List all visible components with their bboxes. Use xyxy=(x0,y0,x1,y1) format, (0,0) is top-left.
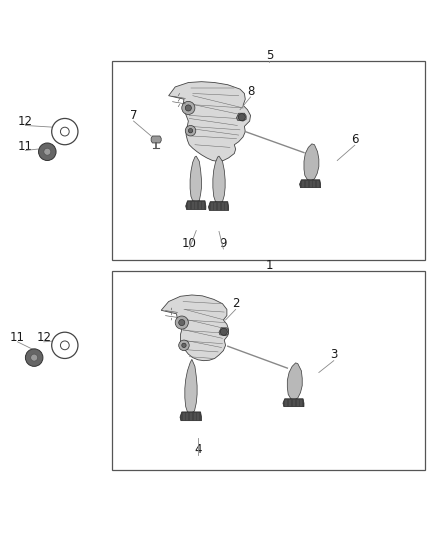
Text: 4: 4 xyxy=(194,442,202,456)
Polygon shape xyxy=(169,82,251,161)
Text: 10: 10 xyxy=(182,237,197,250)
Polygon shape xyxy=(161,295,229,361)
Circle shape xyxy=(179,319,185,326)
Circle shape xyxy=(60,127,69,136)
Polygon shape xyxy=(213,156,225,203)
Circle shape xyxy=(179,340,189,351)
Polygon shape xyxy=(180,412,201,421)
Text: 5: 5 xyxy=(266,49,273,62)
Text: 7: 7 xyxy=(130,109,138,122)
Text: 3: 3 xyxy=(330,349,337,361)
Text: 11: 11 xyxy=(18,140,33,152)
Polygon shape xyxy=(186,201,206,209)
Polygon shape xyxy=(190,156,201,201)
Circle shape xyxy=(31,354,38,361)
Circle shape xyxy=(185,125,196,136)
Polygon shape xyxy=(300,180,321,188)
Circle shape xyxy=(175,316,188,329)
Text: 6: 6 xyxy=(351,133,359,146)
Text: 1: 1 xyxy=(265,259,273,272)
Circle shape xyxy=(52,332,78,359)
Polygon shape xyxy=(185,359,197,413)
Text: 12: 12 xyxy=(18,115,33,127)
Polygon shape xyxy=(208,201,229,211)
Polygon shape xyxy=(237,113,246,121)
Circle shape xyxy=(39,143,56,160)
Circle shape xyxy=(182,343,186,348)
Circle shape xyxy=(188,128,193,133)
Polygon shape xyxy=(151,136,161,143)
Polygon shape xyxy=(287,363,302,400)
Circle shape xyxy=(60,341,69,350)
Circle shape xyxy=(238,114,245,120)
Circle shape xyxy=(220,328,227,335)
Polygon shape xyxy=(219,328,229,336)
Text: 2: 2 xyxy=(232,297,240,310)
Polygon shape xyxy=(304,144,319,181)
Bar xyxy=(112,271,425,470)
Bar xyxy=(112,61,425,260)
Circle shape xyxy=(52,118,78,145)
Circle shape xyxy=(182,101,195,115)
Text: 11: 11 xyxy=(10,331,25,344)
Polygon shape xyxy=(283,399,304,407)
Circle shape xyxy=(185,105,191,111)
Circle shape xyxy=(44,148,51,155)
Circle shape xyxy=(25,349,43,366)
Text: 8: 8 xyxy=(247,85,254,98)
Text: 12: 12 xyxy=(36,331,51,344)
Text: 9: 9 xyxy=(219,237,227,250)
